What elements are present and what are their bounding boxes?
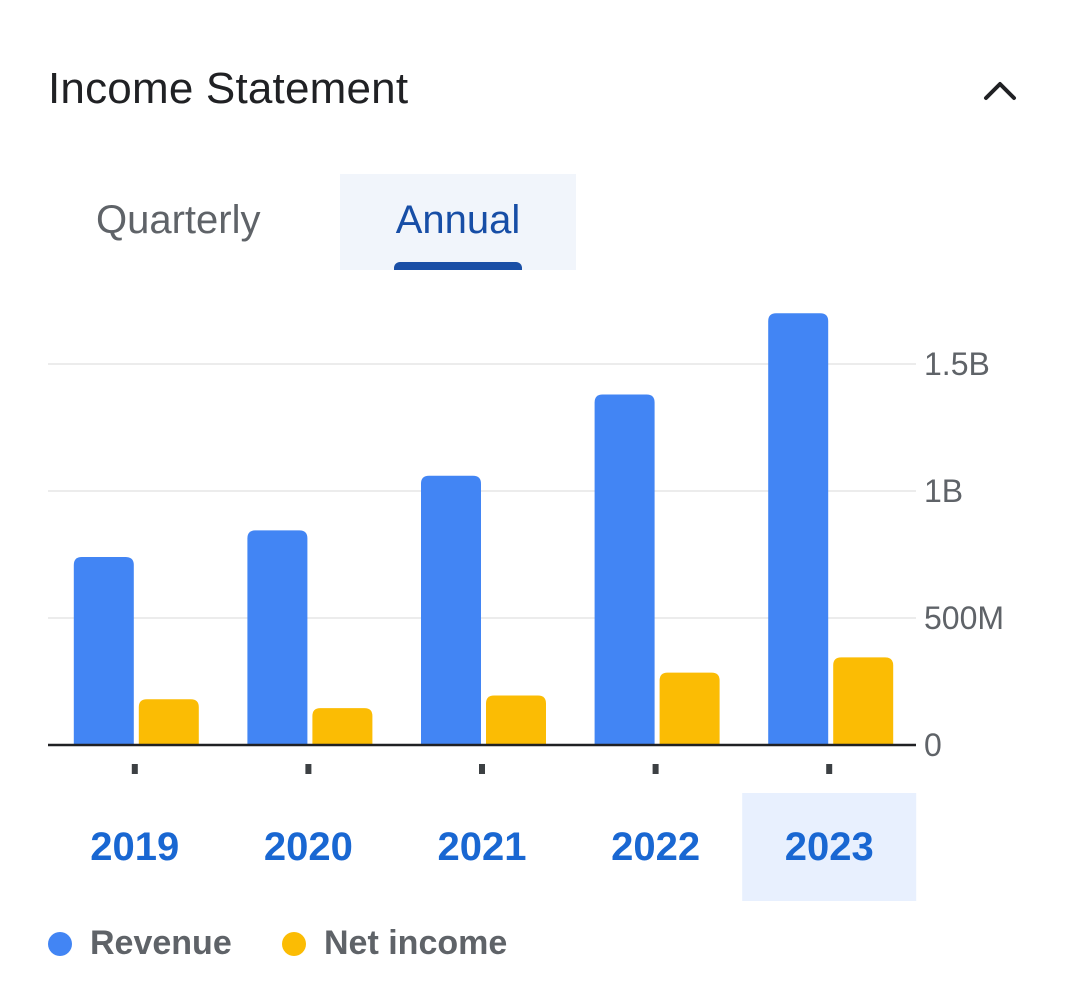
revenue-bar[interactable] xyxy=(594,394,655,745)
net-income-bar[interactable] xyxy=(312,708,373,745)
x-tick-mark xyxy=(652,764,659,774)
tab-annual-label: Annual xyxy=(395,198,521,242)
revenue-bar[interactable] xyxy=(421,475,481,745)
x-tick-mark xyxy=(479,764,485,774)
x-tick-label-2020[interactable]: 2020 xyxy=(264,825,353,869)
net-income-bar[interactable] xyxy=(486,695,546,745)
x-tick-mark xyxy=(305,764,312,774)
x-tick-label-2019[interactable]: 2019 xyxy=(90,825,179,869)
legend-swatch-revenue xyxy=(48,932,72,956)
income-chart-svg: 0 500M 1B 1.5B 2019 2020 2021 2022 2023 xyxy=(48,313,1004,901)
legend-label-revenue: Revenue xyxy=(90,924,232,962)
tab-annual[interactable]: Annual xyxy=(340,174,576,270)
revenue-bar[interactable] xyxy=(73,557,134,745)
y-tick-label: 500M xyxy=(924,600,1004,636)
tab-quarterly-label: Quarterly xyxy=(96,198,261,242)
selected-tab-indicator xyxy=(394,262,522,270)
y-tick-label: 0 xyxy=(924,727,942,763)
y-tick-label: 1B xyxy=(924,473,963,509)
x-tick-label-2022[interactable]: 2022 xyxy=(611,825,700,869)
net-income-bar[interactable] xyxy=(138,699,199,745)
section-title: Income Statement xyxy=(48,64,409,113)
period-tabs: Quarterly Annual xyxy=(64,174,624,270)
collapse-button[interactable] xyxy=(968,60,1032,124)
x-tick-label-2021[interactable]: 2021 xyxy=(438,825,527,869)
chart-legend: Revenue Net income xyxy=(48,920,748,968)
tab-quarterly[interactable]: Quarterly xyxy=(64,174,324,270)
income-chart: 0 500M 1B 1.5B 2019 2020 2021 2022 2023 xyxy=(0,280,1080,920)
income-statement-header: Income Statement xyxy=(48,60,1032,124)
x-tick-label-2023[interactable]: 2023 xyxy=(785,825,874,869)
chevron-up-icon xyxy=(984,82,1016,100)
x-tick-mark xyxy=(826,764,833,774)
net-income-bar[interactable] xyxy=(659,672,720,745)
revenue-bar[interactable] xyxy=(247,530,308,745)
y-tick-label: 1.5B xyxy=(924,346,990,382)
net-income-bar[interactable] xyxy=(833,657,894,745)
legend-swatch-net-income xyxy=(282,932,306,956)
selected-year-highlight xyxy=(742,793,917,901)
revenue-bar[interactable] xyxy=(768,313,829,745)
x-tick-mark xyxy=(131,764,138,774)
legend-label-net-income: Net income xyxy=(324,924,508,962)
legend-item-net-income: Net income xyxy=(282,920,542,968)
legend-item-revenue: Revenue xyxy=(48,920,258,968)
